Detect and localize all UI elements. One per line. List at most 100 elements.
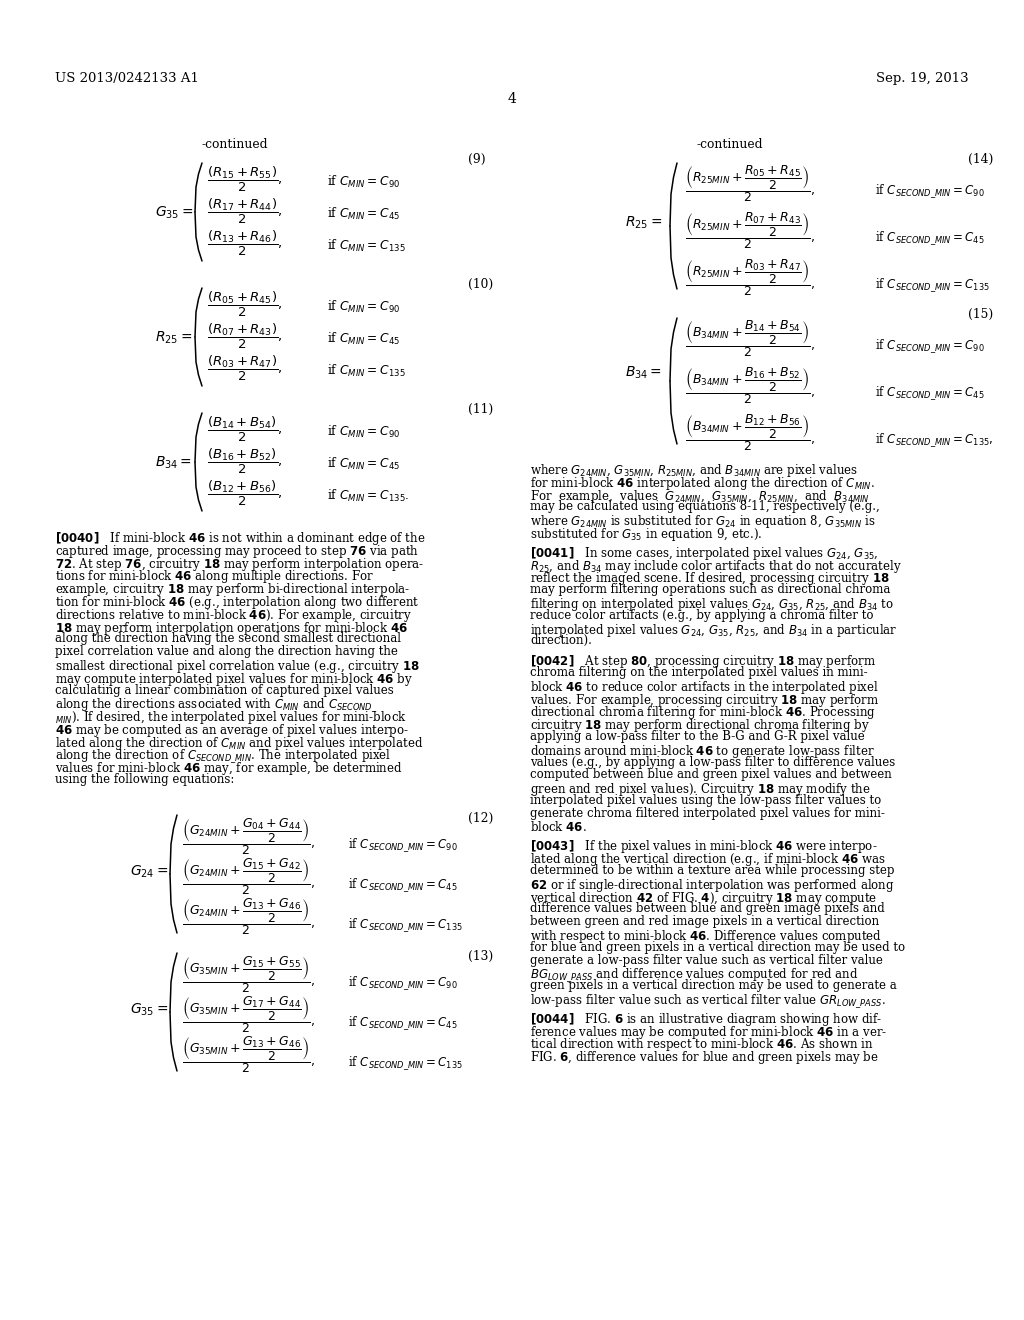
Text: if $C_{SECOND\_MIN} = C_{45}$: if $C_{SECOND\_MIN} = C_{45}$ <box>348 876 458 894</box>
Text: $\dfrac{(B_{16} + B_{52})}{2},$: $\dfrac{(B_{16} + B_{52})}{2},$ <box>207 447 283 477</box>
Text: pixel correlation value and along the direction having the: pixel correlation value and along the di… <box>55 645 398 659</box>
Text: if $C_{MIN} = C_{90}$: if $C_{MIN} = C_{90}$ <box>327 424 400 440</box>
Text: $\dfrac{(R_{07} + R_{43})}{2},$: $\dfrac{(R_{07} + R_{43})}{2},$ <box>207 322 283 351</box>
Text: substituted for $G_{35}$ in equation 9, etc.).: substituted for $G_{35}$ in equation 9, … <box>530 525 763 543</box>
Text: if $C_{MIN} = C_{90}$: if $C_{MIN} = C_{90}$ <box>327 300 400 315</box>
Text: if $C_{MIN} = C_{45}$: if $C_{MIN} = C_{45}$ <box>327 455 400 473</box>
Text: if $C_{SECOND\_MIN} = C_{135}$: if $C_{SECOND\_MIN} = C_{135}$ <box>348 916 463 933</box>
Text: tions for mini-block $\mathbf{46}$ along multiple directions. For: tions for mini-block $\mathbf{46}$ along… <box>55 569 374 585</box>
Text: where $G_{24MIN}$, $G_{35MIN}$, $R_{25MIN}$, and $B_{34MIN}$ are pixel values: where $G_{24MIN}$, $G_{35MIN}$, $R_{25MI… <box>530 462 858 479</box>
Text: if $C_{SECOND\_MIN} = C_{135}$: if $C_{SECOND\_MIN} = C_{135}$ <box>874 276 990 294</box>
Text: computed between blue and green pixel values and between: computed between blue and green pixel va… <box>530 768 892 781</box>
Text: $\mathbf{46}$ may be computed as an average of pixel values interpo-: $\mathbf{46}$ may be computed as an aver… <box>55 722 409 739</box>
Text: if $C_{SECOND\_MIN} = C_{45}$: if $C_{SECOND\_MIN} = C_{45}$ <box>874 228 985 247</box>
Text: directional chroma filtering for mini-block $\mathbf{46}$. Processing: directional chroma filtering for mini-bl… <box>530 705 876 722</box>
Text: if $C_{SECOND\_MIN} = C_{135},$: if $C_{SECOND\_MIN} = C_{135},$ <box>874 432 993 449</box>
Text: along the direction having the second smallest directional: along the direction having the second sm… <box>55 632 401 645</box>
Text: filtering on interpolated pixel values $G_{24}$, $G_{35}$, $R_{25}$, and $B_{34}: filtering on interpolated pixel values $… <box>530 597 894 612</box>
Text: may compute interpolated pixel values for mini-block $\mathbf{46}$ by: may compute interpolated pixel values fo… <box>55 671 413 688</box>
Text: lated along the direction of $C_{MIN}$ and pixel values interpolated: lated along the direction of $C_{MIN}$ a… <box>55 735 423 752</box>
Text: circuitry $\mathbf{18}$ may perform directional chroma filtering by: circuitry $\mathbf{18}$ may perform dire… <box>530 717 869 734</box>
Text: interpolated pixel values using the low-pass filter values to: interpolated pixel values using the low-… <box>530 795 882 807</box>
Text: US 2013/0242133 A1: US 2013/0242133 A1 <box>55 73 199 84</box>
Text: may perform filtering operations such as directional chroma: may perform filtering operations such as… <box>530 583 891 597</box>
Text: $\dfrac{\left(G_{24MIN} + \dfrac{G_{13} + G_{46}}{2}\right)}{2},$: $\dfrac{\left(G_{24MIN} + \dfrac{G_{13} … <box>182 896 315 937</box>
Text: chroma filtering on the interpolated pixel values in mini-: chroma filtering on the interpolated pix… <box>530 667 867 678</box>
Text: -continued: -continued <box>696 139 763 150</box>
Text: $R_{25} =$: $R_{25} =$ <box>155 330 193 346</box>
Text: $_{MIN}$). If desired, the interpolated pixel values for mini-block: $_{MIN}$). If desired, the interpolated … <box>55 709 407 726</box>
Text: $\mathbf{[0043]}$   If the pixel values in mini-block $\mathbf{46}$ were interpo: $\mathbf{[0043]}$ If the pixel values in… <box>530 838 878 855</box>
Text: if $C_{MIN} = C_{135}.$: if $C_{MIN} = C_{135}.$ <box>327 488 410 504</box>
Text: generate a low-pass filter value such as vertical filter value: generate a low-pass filter value such as… <box>530 953 883 966</box>
Text: $\dfrac{(B_{12} + B_{56})}{2},$: $\dfrac{(B_{12} + B_{56})}{2},$ <box>207 479 283 508</box>
Text: $\dfrac{(B_{14} + B_{54})}{2},$: $\dfrac{(B_{14} + B_{54})}{2},$ <box>207 414 283 445</box>
Text: where $G_{24MIN}$ is substituted for $G_{24}$ in equation 8, $G_{35MIN}$ is: where $G_{24MIN}$ is substituted for $G_… <box>530 513 876 531</box>
Text: green pixels in a vertical direction may be used to generate a: green pixels in a vertical direction may… <box>530 979 897 993</box>
Text: $\mathbf{[0040]}$   If mini-block $\mathbf{46}$ is not within a dominant edge of: $\mathbf{[0040]}$ If mini-block $\mathbf… <box>55 531 426 546</box>
Text: (14): (14) <box>968 153 993 166</box>
Text: $\dfrac{(R_{17} + R_{44})}{2},$: $\dfrac{(R_{17} + R_{44})}{2},$ <box>207 197 283 226</box>
Text: FIG. $\mathbf{6}$, difference values for blue and green pixels may be: FIG. $\mathbf{6}$, difference values for… <box>530 1049 879 1067</box>
Text: tion for mini-block $\mathbf{46}$ (e.g., interpolation along two different: tion for mini-block $\mathbf{46}$ (e.g.,… <box>55 594 420 611</box>
Text: $B_{34} =$: $B_{34} =$ <box>155 455 193 471</box>
Text: determined to be within a texture area while processing step: determined to be within a texture area w… <box>530 865 895 876</box>
Text: direction).: direction). <box>530 635 592 647</box>
Text: difference values between blue and green image pixels and: difference values between blue and green… <box>530 903 885 915</box>
Text: $\dfrac{(R_{15} + R_{55})}{2},$: $\dfrac{(R_{15} + R_{55})}{2},$ <box>207 165 283 194</box>
Text: values for mini-block $\mathbf{46}$ may, for example, be determined: values for mini-block $\mathbf{46}$ may,… <box>55 760 402 777</box>
Text: $R_{25} =$: $R_{25} =$ <box>625 215 663 231</box>
Text: block $\mathbf{46}$.: block $\mathbf{46}$. <box>530 820 587 834</box>
Text: $\dfrac{\left(G_{35MIN} + \dfrac{G_{15} + G_{55}}{2}\right)}{2},$: $\dfrac{\left(G_{35MIN} + \dfrac{G_{15} … <box>182 954 315 995</box>
Text: $\dfrac{\left(R_{25MIN} + \dfrac{R_{05} + R_{45}}{2}\right)}{2},$: $\dfrac{\left(R_{25MIN} + \dfrac{R_{05} … <box>685 162 815 203</box>
Text: $BG_{LOW\_PASS}$ and difference values computed for red and: $BG_{LOW\_PASS}$ and difference values c… <box>530 966 858 985</box>
Text: if $C_{SECOND\_MIN} = C_{90}$: if $C_{SECOND\_MIN} = C_{90}$ <box>874 337 985 355</box>
Text: For  example,  values  $G_{24MIN}$,  $G_{35MIN}$,  $R_{25MIN}$,  and  $B_{34MIN}: For example, values $G_{24MIN}$, $G_{35M… <box>530 487 870 504</box>
Text: $\dfrac{\left(B_{34MIN} + \dfrac{B_{14} + B_{54}}{2}\right)}{2},$: $\dfrac{\left(B_{34MIN} + \dfrac{B_{14} … <box>685 318 815 359</box>
Text: low-pass filter value such as vertical filter value $GR_{LOW\_PASS}$.: low-pass filter value such as vertical f… <box>530 993 886 1010</box>
Text: (13): (13) <box>468 950 494 964</box>
Text: vertical direction $\mathbf{42}$ of FIG. $\mathbf{4}$), circuitry $\mathbf{18}$ : vertical direction $\mathbf{42}$ of FIG.… <box>530 890 878 907</box>
Text: $\dfrac{\left(R_{25MIN} + \dfrac{R_{03} + R_{47}}{2}\right)}{2},$: $\dfrac{\left(R_{25MIN} + \dfrac{R_{03} … <box>685 257 815 298</box>
Text: calculating a linear combination of captured pixel values: calculating a linear combination of capt… <box>55 684 394 697</box>
Text: if $C_{MIN} = C_{90}$: if $C_{MIN} = C_{90}$ <box>327 174 400 190</box>
Text: if $C_{MIN} = C_{135}$: if $C_{MIN} = C_{135}$ <box>327 363 406 379</box>
Text: reflect the imaged scene. If desired, processing circuitry $\mathbf{18}$: reflect the imaged scene. If desired, pr… <box>530 570 890 587</box>
Text: values (e.g., by applying a low-pass filter to difference values: values (e.g., by applying a low-pass fil… <box>530 755 895 768</box>
Text: $\dfrac{(R_{13} + R_{46})}{2},$: $\dfrac{(R_{13} + R_{46})}{2},$ <box>207 228 283 259</box>
Text: if $C_{SECOND\_MIN} = C_{90}$: if $C_{SECOND\_MIN} = C_{90}$ <box>348 836 458 854</box>
Text: may be calculated using equations 8-11, respectively (e.g.,: may be calculated using equations 8-11, … <box>530 500 880 513</box>
Text: domains around mini-block $\mathbf{46}$ to generate low-pass filter: domains around mini-block $\mathbf{46}$ … <box>530 743 874 760</box>
Text: $R_{25}$, and $B_{34}$ may include color artifacts that do not accurately: $R_{25}$, and $B_{34}$ may include color… <box>530 557 902 574</box>
Text: $\mathbf{[0042]}$   At step $\mathbf{80}$, processing circuitry $\mathbf{18}$ ma: $\mathbf{[0042]}$ At step $\mathbf{80}$,… <box>530 653 876 671</box>
Text: $\dfrac{\left(G_{35MIN} + \dfrac{G_{17} + G_{44}}{2}\right)}{2},$: $\dfrac{\left(G_{35MIN} + \dfrac{G_{17} … <box>182 994 315 1035</box>
Text: smallest directional pixel correlation value (e.g., circuitry $\mathbf{18}$: smallest directional pixel correlation v… <box>55 657 420 675</box>
Text: Sep. 19, 2013: Sep. 19, 2013 <box>877 73 969 84</box>
Text: $\dfrac{\left(R_{25MIN} + \dfrac{R_{07} + R_{43}}{2}\right)}{2},$: $\dfrac{\left(R_{25MIN} + \dfrac{R_{07} … <box>685 210 815 251</box>
Text: generate chroma filtered interpolated pixel values for mini-: generate chroma filtered interpolated pi… <box>530 807 885 820</box>
Text: $\dfrac{(R_{03} + R_{47})}{2},$: $\dfrac{(R_{03} + R_{47})}{2},$ <box>207 354 283 383</box>
Text: block $\mathbf{46}$ to reduce color artifacts in the interpolated pixel: block $\mathbf{46}$ to reduce color arti… <box>530 678 879 696</box>
Text: captured image, processing may proceed to step $\mathbf{76}$ via path: captured image, processing may proceed t… <box>55 543 419 560</box>
Text: if $C_{MIN} = C_{45}$: if $C_{MIN} = C_{45}$ <box>327 206 400 222</box>
Text: interpolated pixel values $G_{24}$, $G_{35}$, $R_{25}$, and $B_{34}$ in a partic: interpolated pixel values $G_{24}$, $G_{… <box>530 622 897 639</box>
Text: tical direction with respect to mini-block $\mathbf{46}$. As shown in: tical direction with respect to mini-blo… <box>530 1036 873 1053</box>
Text: values. For example, processing circuitry $\mathbf{18}$ may perform: values. For example, processing circuitr… <box>530 692 879 709</box>
Text: (11): (11) <box>468 403 494 416</box>
Text: using the following equations:: using the following equations: <box>55 774 234 787</box>
Text: if $C_{SECOND\_MIN} = C_{135}$: if $C_{SECOND\_MIN} = C_{135}$ <box>348 1053 463 1072</box>
Text: $\dfrac{\left(B_{34MIN} + \dfrac{B_{12} + B_{56}}{2}\right)}{2},$: $\dfrac{\left(B_{34MIN} + \dfrac{B_{12} … <box>685 412 815 453</box>
Text: along the directions associated with $C_{MIN}$ and $C_{SECOND\_}$: along the directions associated with $C_… <box>55 697 378 714</box>
Text: -continued: -continued <box>202 139 268 150</box>
Text: directions relative to mini-block $\mathbf{46}$). For example, circuitry: directions relative to mini-block $\math… <box>55 607 413 624</box>
Text: (15): (15) <box>968 308 993 321</box>
Text: (12): (12) <box>468 812 494 825</box>
Text: between green and red image pixels in a vertical direction: between green and red image pixels in a … <box>530 915 880 928</box>
Text: reduce color artifacts (e.g., by applying a chroma filter to: reduce color artifacts (e.g., by applyin… <box>530 609 873 622</box>
Text: 4: 4 <box>508 92 516 106</box>
Text: if $C_{SECOND\_MIN} = C_{45}$: if $C_{SECOND\_MIN} = C_{45}$ <box>348 1014 458 1032</box>
Text: with respect to mini-block $\mathbf{46}$. Difference values computed: with respect to mini-block $\mathbf{46}$… <box>530 928 882 945</box>
Text: $\dfrac{\left(G_{24MIN} + \dfrac{G_{15} + G_{42}}{2}\right)}{2},$: $\dfrac{\left(G_{24MIN} + \dfrac{G_{15} … <box>182 855 315 896</box>
Text: (10): (10) <box>468 279 494 290</box>
Text: $G_{35} =$: $G_{35} =$ <box>155 205 194 222</box>
